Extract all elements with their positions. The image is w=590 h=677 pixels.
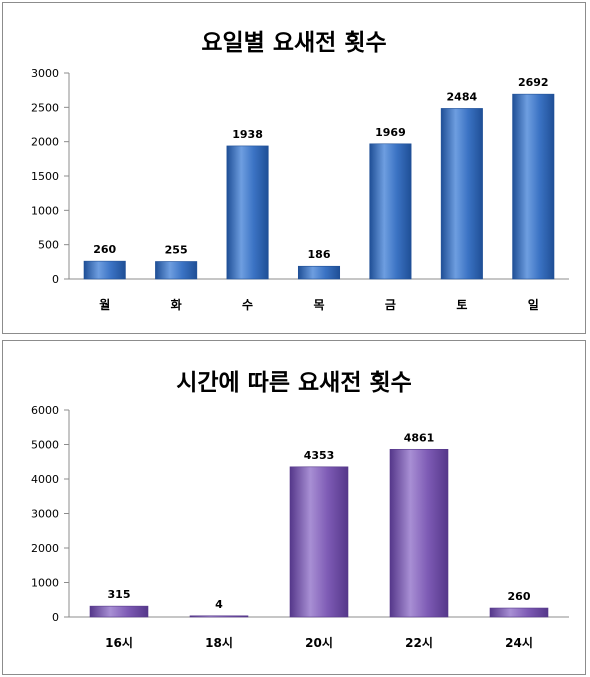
bar — [189, 615, 249, 618]
x-tick-label: 18시 — [205, 636, 233, 650]
y-tick-label: 0 — [52, 611, 59, 624]
y-tick-label: 6000 — [31, 404, 59, 417]
y-tick-label: 500 — [38, 239, 59, 252]
data-label: 1969 — [375, 126, 406, 139]
time-of-day-chart-panel: 시간에 따른 요새전 횟수 0 1000 2000 3000 4000 5000 6000 3… — [2, 340, 586, 675]
bar — [289, 466, 349, 618]
bar — [369, 143, 412, 280]
y-tick-label: 1000 — [31, 204, 59, 217]
y-tick-label: 3000 — [31, 508, 59, 521]
x-tick-label: 월 — [99, 297, 110, 312]
bar — [89, 605, 149, 618]
time-of-day-bar-chart: 0 1000 2000 3000 4000 5000 6000 315 16시 4 18시 4353 2… — [31, 404, 569, 650]
data-label: 260 — [508, 590, 531, 603]
data-label: 4 — [215, 598, 223, 611]
x-tick-label: 수 — [242, 298, 253, 312]
x-tick-label: 화 — [171, 297, 182, 312]
x-tick-label: 토 — [456, 298, 467, 312]
x-tick-label: 목 — [313, 298, 324, 312]
x-tick-label: 20시 — [305, 636, 333, 650]
bar — [489, 607, 549, 618]
x-tick-label: 22시 — [405, 636, 433, 650]
bar — [155, 261, 198, 280]
data-label: 1938 — [232, 128, 263, 141]
y-tick-label: 3000 — [31, 67, 59, 80]
y-tick-label: 1500 — [31, 170, 59, 183]
day-of-week-bar-chart: 0 500 1000 1500 2000 2500 3000 260 월 255 화 1938 수 186… — [31, 67, 569, 312]
y-tick-label: 2000 — [31, 136, 59, 149]
bar — [440, 108, 483, 280]
chart-title: 요일별 요새전 횟수 — [201, 30, 387, 56]
x-tick-label: 일 — [528, 298, 539, 312]
bar — [226, 145, 269, 280]
y-tick-label: 0 — [52, 273, 59, 286]
y-tick-label: 2500 — [31, 101, 59, 114]
y-tick-label: 4000 — [31, 473, 59, 486]
day-of-week-chart-panel: 요일별 요새전 횟수 0 500 1000 1500 2000 2500 3000 260 월 2… — [2, 2, 586, 334]
x-tick-label: 금 — [385, 298, 396, 312]
chart-title: 시간에 따른 요새전 횟수 — [176, 370, 412, 396]
x-tick-label: 16시 — [105, 636, 133, 650]
data-label: 186 — [308, 248, 331, 261]
data-label: 4861 — [404, 431, 435, 444]
data-label: 4353 — [304, 449, 335, 462]
data-label: 315 — [108, 588, 131, 601]
data-label: 2692 — [518, 76, 549, 89]
data-label: 255 — [165, 243, 188, 256]
bar — [389, 448, 449, 618]
bar — [83, 260, 126, 280]
data-label: 2484 — [447, 90, 478, 103]
x-tick-label: 24시 — [505, 636, 533, 650]
y-tick-label: 1000 — [31, 577, 59, 590]
y-tick-label: 2000 — [31, 542, 59, 555]
bar — [297, 265, 341, 280]
bar — [512, 93, 555, 280]
y-tick-label: 5000 — [31, 439, 59, 452]
data-label: 260 — [93, 243, 116, 256]
